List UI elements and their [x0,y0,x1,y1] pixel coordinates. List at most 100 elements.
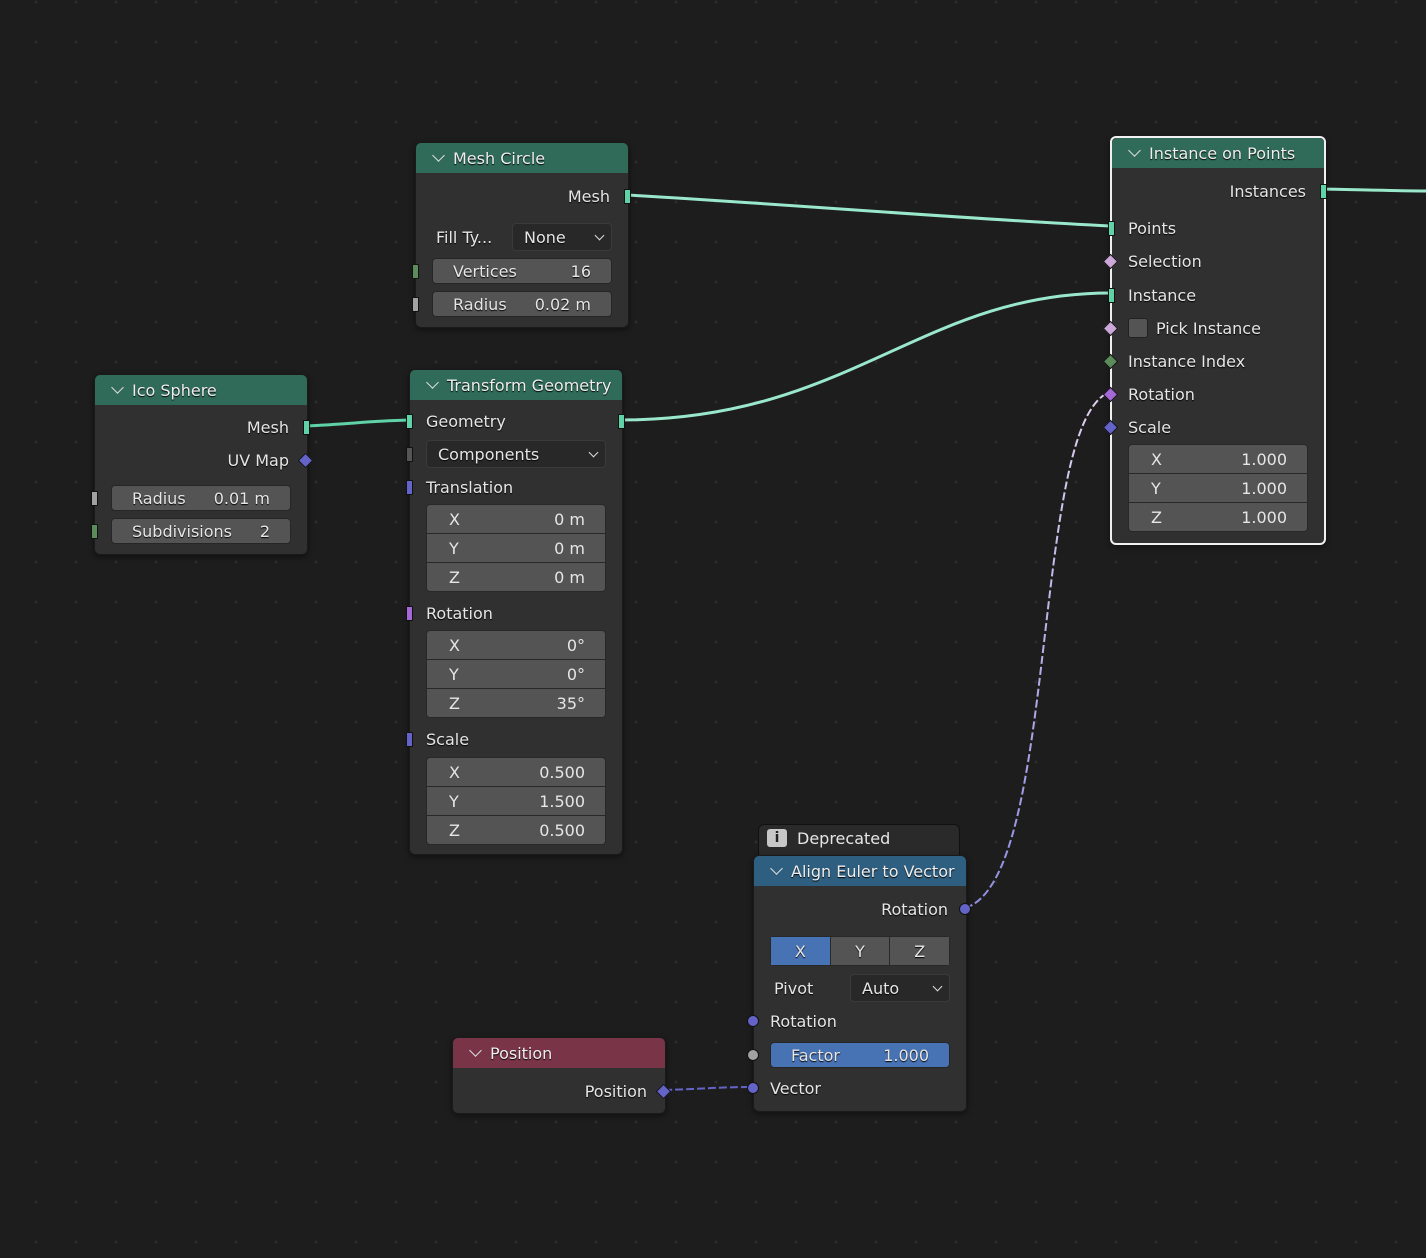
socket-row: Translation [405,474,622,500]
axis-z-button[interactable]: Z [890,937,950,965]
node-title: Transform Geometry [447,375,612,395]
socket-label: Selection [1128,251,1202,271]
vector-component-z[interactable]: Z 1.000 [1129,503,1307,531]
vector-component-x[interactable]: X 1.000 [1129,445,1307,473]
collapse-chevron-icon[interactable] [426,376,439,389]
node-instance-on-points[interactable]: Instance on Points Instances Points Selecti… [1102,136,1327,545]
vector-component-y[interactable]: Y 1.500 [427,787,605,815]
vector-component-x[interactable]: X 0 m [427,505,605,533]
component-label: Z [449,567,460,587]
node-header[interactable]: Mesh Circle [416,143,628,173]
int-socket[interactable] [90,523,98,539]
socket-row: Radius 0.02 m [411,291,628,317]
dropdown-label: Fill Ty... [436,227,493,247]
component-label: Y [449,538,459,558]
int-socket[interactable] [411,263,419,279]
socket-row: Selection [1102,248,1324,274]
pick-instance-checkbox[interactable] [1128,318,1148,338]
boolean-socket[interactable] [1102,320,1119,336]
float-socket[interactable] [747,1049,759,1061]
float-socket[interactable] [411,296,419,312]
vector-component-y[interactable]: Y 0° [427,660,605,688]
rotation-socket[interactable] [1102,386,1119,402]
node-align-euler[interactable]: Align Euler to Vector Rotation X Y Z Pivot Aut… [747,855,971,1112]
socket-label: Rotation [881,899,948,919]
geometry-socket[interactable] [617,413,625,429]
vector-socket[interactable] [655,1083,672,1099]
radius-field[interactable]: Radius 0.01 m [111,485,291,511]
geometry-socket[interactable] [623,188,631,204]
float-socket[interactable] [90,490,98,506]
deprecated-warning: i Deprecated [758,824,960,858]
socket-row: Rotation [747,1008,966,1034]
rotation-socket[interactable] [405,605,413,621]
socket-label: Rotation [1128,384,1195,404]
vector-socket[interactable] [405,479,413,495]
vector-component-y[interactable]: Y 1.000 [1129,474,1307,502]
geometry-socket[interactable] [302,419,310,435]
vector-socket[interactable] [747,1015,759,1027]
dropdown-value: Auto [862,978,900,998]
radius-field[interactable]: Radius 0.02 m [432,291,612,317]
node-position[interactable]: Position Position [452,1037,672,1114]
boolean-socket[interactable] [1102,253,1119,269]
node-title: Align Euler to Vector [791,861,955,881]
int-socket[interactable] [1102,353,1119,369]
vector-component-y[interactable]: Y 0 m [427,534,605,562]
collapse-chevron-icon[interactable] [469,1044,482,1057]
field-value: 0.01 m [213,488,270,508]
vector-socket[interactable] [747,1082,759,1094]
socket-row: Instances [1112,178,1327,204]
collapse-chevron-icon[interactable] [432,149,445,162]
info-icon: i [767,829,787,847]
socket-row: Position [453,1078,672,1104]
geometry-socket[interactable] [1107,220,1115,236]
socket-label: Vector [770,1078,821,1098]
vector-socket[interactable] [1102,419,1119,435]
gray-socket[interactable] [405,446,413,462]
vector-component-z[interactable]: Z 0 m [427,563,605,591]
node-header[interactable]: Align Euler to Vector [754,856,966,886]
geometry-socket[interactable] [405,413,413,429]
vector-component-z[interactable]: Z 0.500 [427,816,605,844]
axis-y-button[interactable]: Y [830,937,890,965]
component-value: 1.000 [1241,478,1287,498]
node-header[interactable]: Transform Geometry [410,370,622,400]
vector-component-z[interactable]: Z 35° [427,689,605,717]
vector-component-x[interactable]: X 0.500 [427,758,605,786]
node-title: Instance on Points [1149,143,1296,163]
vector-socket[interactable] [959,903,971,915]
collapse-chevron-icon[interactable] [770,862,783,875]
geometry-socket[interactable] [1107,287,1115,303]
node-title: Ico Sphere [132,380,217,400]
pivot-dropdown[interactable]: Auto [850,974,950,1002]
node-header[interactable]: Position [453,1038,665,1068]
subdivisions-field[interactable]: Subdivisions 2 [111,518,291,544]
components-dropdown[interactable]: Components [426,440,606,468]
socket-row: Geometry [405,408,625,434]
factor-field[interactable]: Factor 1.000 [770,1042,950,1068]
socket-label: Instances [1229,181,1306,201]
socket-label: Rotation [770,1011,837,1031]
vector-socket[interactable] [297,452,314,468]
geometry-socket[interactable] [1319,183,1327,199]
vertices-field[interactable]: Vertices 16 [432,258,612,284]
node-transform-geometry[interactable]: Transform Geometry Geometry Components Tran… [405,369,625,855]
socket-row: UV Map [95,447,314,473]
node-header[interactable]: Ico Sphere [95,375,307,405]
collapse-chevron-icon[interactable] [111,381,124,394]
component-value: 1.000 [1241,449,1287,469]
socket-label: Instance [1128,285,1197,305]
vector-socket[interactable] [405,731,413,747]
field-label: Radius [132,488,186,508]
node-ico-sphere[interactable]: Ico Sphere Mesh UV Map Radius 0.01 m Subdivis… [90,374,314,555]
component-value: 0.500 [539,762,585,782]
collapse-chevron-icon[interactable] [1128,144,1141,157]
fill-type-dropdown[interactable]: None [512,223,612,251]
component-label: Z [1151,507,1162,527]
node-header[interactable]: Instance on Points [1112,138,1324,168]
axis-x-button[interactable]: X [771,937,830,965]
node-mesh-circle[interactable]: Mesh Circle Mesh Fill Ty... None Vertices 16 R… [411,142,631,328]
vector-component-x[interactable]: X 0° [427,631,605,659]
component-label: Z [449,693,460,713]
